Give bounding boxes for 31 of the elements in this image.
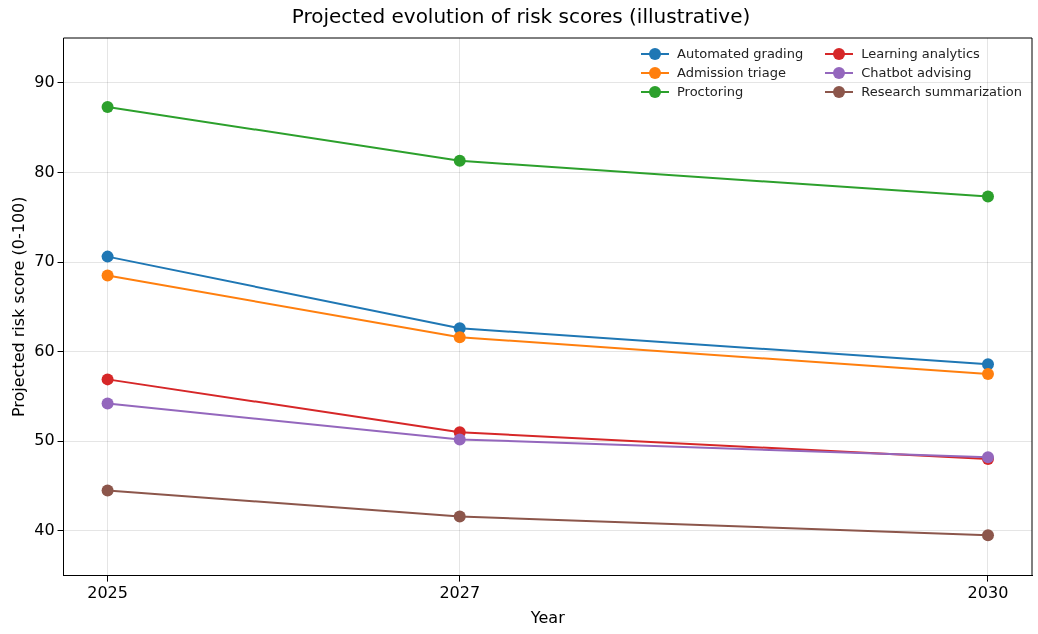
point [453, 331, 466, 344]
x-tick-label: 2025 [87, 583, 128, 603]
legend-label: Research summarization [861, 84, 1022, 99]
legend-label: Proctoring [677, 84, 744, 99]
x-tick-label: 2027 [439, 583, 481, 603]
legend-label: Admission triage [677, 65, 786, 80]
point [453, 510, 466, 523]
point [101, 484, 114, 497]
chart-title: Projected evolution of risk scores (illustrative) [291, 4, 751, 29]
point [101, 373, 114, 386]
y-tick-label: 80 [34, 161, 55, 181]
point [453, 154, 466, 167]
y-tick-label: 50 [34, 430, 55, 450]
y-tick-label: 90 [34, 71, 55, 91]
legend-label: Chatbot advising [861, 65, 972, 80]
point [981, 529, 994, 542]
point [981, 190, 994, 203]
point [101, 100, 114, 113]
point [101, 250, 114, 263]
point [101, 269, 114, 282]
point [981, 368, 994, 380]
point [453, 433, 466, 446]
y-axis-title: Projected risk score (0-100) [8, 196, 28, 418]
legend-label: Automated grading [677, 46, 804, 61]
y-tick-label: 70 [34, 251, 55, 271]
y-tick-label: 40 [34, 519, 55, 539]
x-tick-label: 2030 [967, 583, 1009, 603]
legend-label: Learning analytics [861, 46, 980, 61]
point [101, 397, 114, 410]
x-axis-title: Year [529, 607, 566, 627]
y-tick-label: 60 [34, 340, 55, 360]
